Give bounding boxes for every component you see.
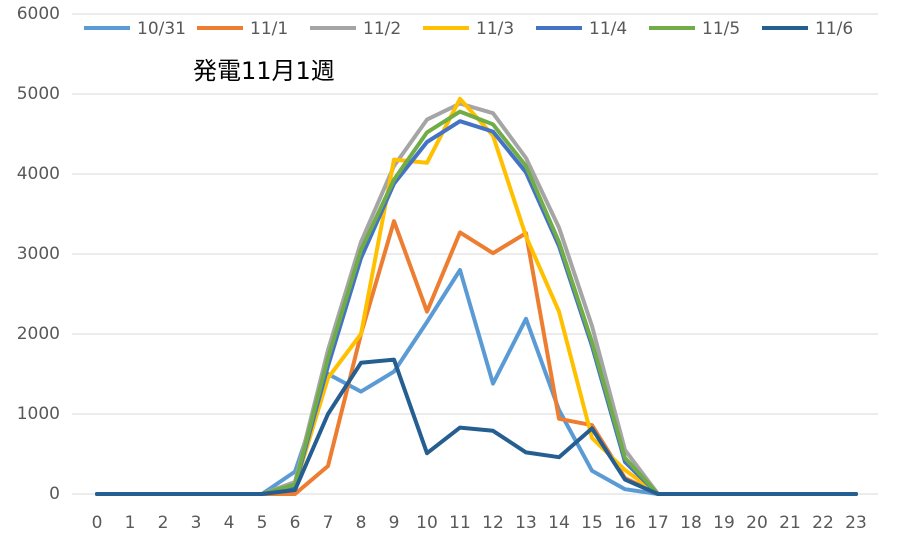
x-tick-label: 6 bbox=[290, 513, 301, 533]
x-tick-label: 12 bbox=[482, 513, 504, 533]
y-tick-label: 4000 bbox=[17, 164, 60, 184]
series-line bbox=[95, 357, 858, 496]
x-tick-label: 5 bbox=[257, 513, 268, 533]
legend-label: 11/1 bbox=[250, 19, 288, 39]
x-tick-label: 17 bbox=[647, 513, 669, 533]
x-tick-label: 11 bbox=[449, 513, 471, 533]
legend-label: 11/4 bbox=[589, 19, 627, 39]
y-tick-label: 2000 bbox=[17, 324, 60, 344]
legend-label: 11/6 bbox=[815, 19, 853, 39]
x-tick-label: 1 bbox=[125, 513, 136, 533]
x-tick-label: 2 bbox=[158, 513, 169, 533]
legend-label: 11/5 bbox=[702, 19, 740, 39]
series-line bbox=[95, 96, 858, 496]
x-tick-label: 8 bbox=[356, 513, 367, 533]
x-tick-label: 21 bbox=[779, 513, 801, 533]
series-line bbox=[95, 119, 858, 496]
x-tick-label: 20 bbox=[746, 513, 768, 533]
series-line bbox=[95, 219, 858, 496]
legend-label: 10/31 bbox=[137, 19, 186, 39]
x-tick-label: 7 bbox=[323, 513, 334, 533]
x-tick-label: 9 bbox=[389, 513, 400, 533]
x-tick-label: 18 bbox=[680, 513, 702, 533]
y-tick-label: 0 bbox=[49, 484, 60, 504]
x-tick-label: 10 bbox=[416, 513, 438, 533]
series-line bbox=[95, 101, 858, 496]
x-tick-label: 16 bbox=[614, 513, 636, 533]
x-tick-label: 15 bbox=[581, 513, 603, 533]
x-tick-label: 23 bbox=[845, 513, 867, 533]
annotation: 発電11月1週 bbox=[193, 57, 335, 85]
legend-label: 11/2 bbox=[363, 19, 401, 39]
y-tick-label: 3000 bbox=[17, 244, 60, 264]
series-line bbox=[95, 109, 858, 496]
x-tick-label: 22 bbox=[812, 513, 834, 533]
y-tick-label: 5000 bbox=[17, 84, 60, 104]
series-line bbox=[95, 268, 858, 496]
x-tick-label: 0 bbox=[92, 513, 103, 533]
x-tick-label: 4 bbox=[224, 513, 235, 533]
x-tick-label: 13 bbox=[515, 513, 537, 533]
y-tick-label: 6000 bbox=[17, 4, 60, 24]
x-tick-label: 19 bbox=[713, 513, 735, 533]
x-tick-label: 3 bbox=[191, 513, 202, 533]
legend-label: 11/3 bbox=[476, 19, 514, 39]
y-tick-label: 1000 bbox=[17, 404, 60, 424]
x-tick-label: 14 bbox=[548, 513, 570, 533]
